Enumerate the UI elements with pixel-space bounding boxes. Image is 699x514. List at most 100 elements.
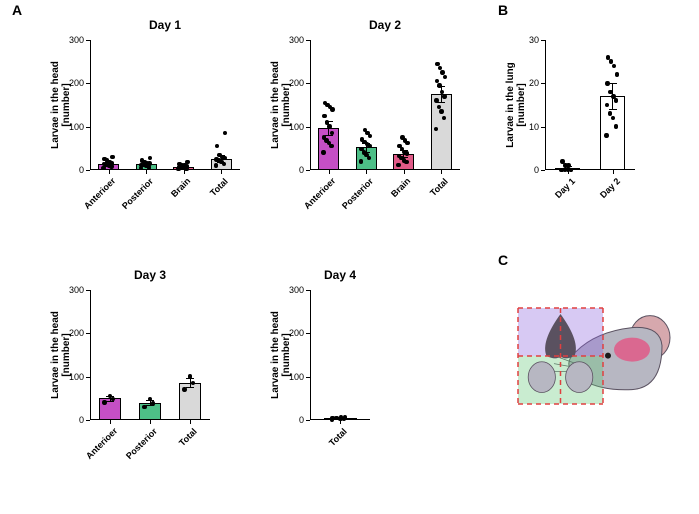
lung-ytick: 30 [515,35,539,45]
day3-ytick: 300 [60,285,84,295]
day4-point [343,415,347,419]
day2-point [321,150,325,154]
day2-point [327,124,331,128]
day1-title: Day 1 [90,18,240,32]
day3-ytick: 100 [60,372,84,382]
lung-xlabel-day 2: Day 2 [598,176,622,200]
day2-point [360,137,364,141]
day2-xlabel-anterioer: Anterioer [302,176,337,211]
day2-xlabel-brain: Brain [389,176,412,199]
day2-point [322,135,326,139]
day4-point [330,416,334,420]
day3-xlabel-total: Total [177,426,199,448]
lung-point [612,64,616,68]
day2-point [323,101,327,105]
lung-ytick: 10 [515,122,539,132]
chart-day1: Day 1Larvae in the head [number]01002003… [90,40,240,170]
day4-ytick: 300 [280,285,304,295]
day2-point [437,83,441,87]
day4-title: Day 4 [310,268,370,282]
day1-point [177,162,181,166]
lung-point [605,81,609,85]
day1-point [217,153,221,157]
day1-ytick: 0 [60,165,84,175]
day2-ytick: 300 [280,35,304,45]
panel-label-a: A [12,2,22,18]
day4-ytick: 100 [280,372,304,382]
day1-ytick: 100 [60,122,84,132]
day2-xlabel-posterior: Posterior [340,176,375,211]
day2-point [359,159,363,163]
day1-point [102,157,106,161]
lung-point [569,168,573,172]
lung-point [608,111,612,115]
lung-point [615,72,619,76]
day2-point [325,120,329,124]
lung-point [609,59,613,63]
day1-xlabel-anterioer: Anterioer [82,176,117,211]
day4-ytick: 200 [280,328,304,338]
lung-point [611,116,615,120]
day1-point [185,160,189,164]
day1-ytick: 300 [60,35,84,45]
lung-point [604,133,608,137]
lung-ytick: 20 [515,78,539,88]
mouse-head-diagram [510,300,680,420]
day3-point [182,387,186,391]
lung-point [560,159,564,163]
day1-point [148,156,152,160]
lung-point [614,124,618,128]
day2-xlabel-total: Total [428,176,450,198]
day1-point [140,158,144,162]
day3-ylabel: Larvae in the head [number] [50,290,72,420]
chart-lung: Larvae in the lung [number]0102030Day 1D… [545,40,635,170]
day2-bar-total [431,94,452,170]
day2-point [435,62,439,66]
day1-xlabel-posterior: Posterior [120,176,155,211]
day3-xlabel-posterior: Posterior [124,426,159,461]
lung-point [606,55,610,59]
day1-xlabel-total: Total [208,176,230,198]
day4-ytick: 0 [280,415,304,425]
day2-point [397,144,401,148]
day1-point [214,157,218,161]
day3-title: Day 3 [90,268,210,282]
lung-xlabel-day 1: Day 1 [553,176,577,200]
day2-point [434,98,438,102]
day2-point [396,163,400,167]
chart-day4: Day 4Larvae in the head [number]01002003… [310,290,370,420]
day3-xlabel-anterioer: Anterioer [84,426,119,461]
day2-point [443,75,447,79]
day2-point [442,94,446,98]
day3-ytick: 200 [60,328,84,338]
day4-ylabel: Larvae in the head [number] [270,290,292,420]
day1-point [223,131,227,135]
panel-label-b: B [498,2,508,18]
day2-point [400,135,404,139]
lung-point [608,90,612,94]
day4-xlabel-total: Total [327,426,349,448]
day3-point [151,401,155,405]
day2-ytick: 0 [280,165,304,175]
day1-ytick: 200 [60,78,84,88]
day3-point [102,400,106,404]
day2-point [362,150,366,154]
panel-label-c: C [498,252,508,268]
day2-ytick: 100 [280,122,304,132]
day1-point [214,163,218,167]
day3-point [142,405,146,409]
day2-ytick: 200 [280,78,304,88]
day1-ylabel: Larvae in the head [number] [50,40,72,170]
lung-ylabel: Larvae in the lung [number] [505,40,527,170]
day1-point [110,155,114,159]
day2-ylabel: Larvae in the head [number] [270,40,292,170]
chart-day3: Day 3Larvae in the head [number]01002003… [90,290,210,420]
day2-point [440,70,444,74]
lung-ytick: 0 [515,165,539,175]
chart-day2: Day 2Larvae in the head [number]01002003… [310,40,460,170]
day1-point [215,144,219,148]
day2-point [322,114,326,118]
day3-ytick: 0 [60,415,84,425]
day1-xlabel-brain: Brain [169,176,192,199]
day2-point [439,109,443,113]
